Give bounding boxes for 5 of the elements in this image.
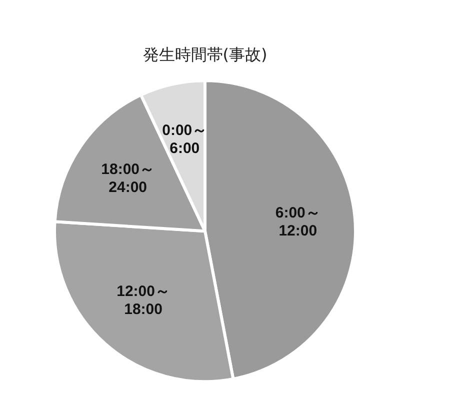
chart-title: 発生時間帯(事故) xyxy=(142,44,268,64)
slice-label: 12:00～ 18:00 xyxy=(116,283,170,318)
slice-label: 18:00～ 24:00 xyxy=(101,160,155,196)
slice-label: 0:00～ 6:00 xyxy=(162,122,208,158)
slice-label: 6:00～ 12:00 xyxy=(275,204,320,240)
